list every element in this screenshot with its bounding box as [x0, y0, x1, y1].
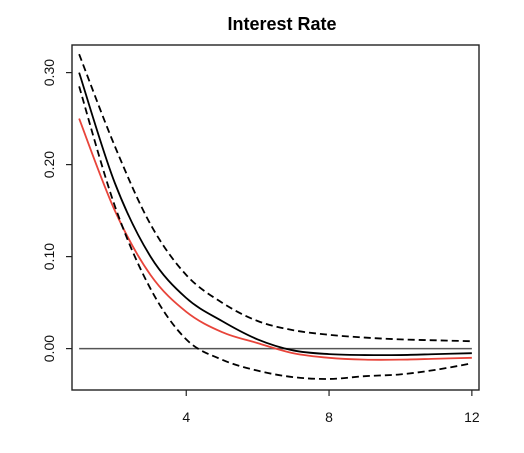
y-tick-label: 0.30: [41, 59, 57, 86]
x-tick-label: 4: [182, 409, 190, 425]
lower-band-line: [78, 86, 473, 380]
y-tick-label: 0.20: [41, 151, 57, 178]
upper-band-line: [78, 53, 472, 343]
x-tick-label: 8: [325, 409, 333, 425]
chart-title: Interest Rate: [227, 14, 336, 34]
x-tick-label: 12: [464, 409, 480, 425]
y-axis: 0.00 0.10 0.20 0.30: [41, 59, 72, 362]
alternative-estimate-line: [78, 118, 472, 361]
y-tick-label: 0.10: [41, 243, 57, 270]
plot-area-frame: [71, 44, 480, 391]
x-axis: 4 8 12: [182, 390, 480, 425]
y-tick-label: 0.00: [41, 335, 57, 362]
plot-lines: [78, 53, 473, 380]
estimate-line: [78, 72, 472, 357]
